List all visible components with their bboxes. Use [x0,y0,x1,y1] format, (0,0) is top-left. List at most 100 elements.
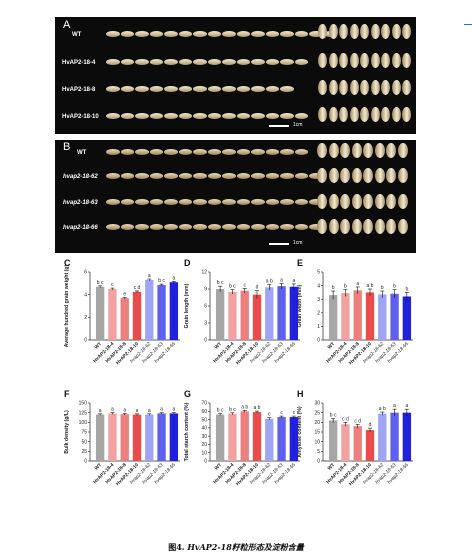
chart-f: F Bulk density (g/L) 0 25 50 75 100 125 150 a WT a… [58,389,184,529]
chart-g-svg: Total starch content (%) 0 10 20 30 40 50 60 70 b… [184,401,300,487]
chart-g-ytick-label-1: 10 [201,450,207,456]
chart-d-bar-4 [265,287,274,340]
chart-e-sig-letter-3: a b [367,283,374,289]
panel-a-letter: A [63,19,71,31]
chart-f-bar-1 [108,413,117,461]
chart-g-ytick-label-7: 70 [201,401,207,407]
chart-f-bar-2 [120,414,129,461]
chart-c-sig-letter-0: b c [97,280,104,286]
chart-h-bar-3 [365,430,375,461]
chart-c-bar-0 [95,286,105,340]
chart-g-bar-0 [215,414,225,461]
panel-b-scale-text: 1cm [293,240,303,246]
chart-d-ylabel: Grain length (mm) [184,283,190,328]
chart-c-bar-4 [145,279,154,340]
chart-d-sig-letter-1: b c [229,284,236,290]
chart-e-bar-1 [341,293,350,340]
chart-h-bar-5 [390,412,399,461]
chart-e-bar-4 [378,294,387,340]
chart-g-bar-4 [265,418,274,461]
chart-g-ylabel: Total starch content (%) [184,402,190,461]
chart-h-xtick-label-0: WT [327,462,337,472]
chart-f-sig-letter-0: a [99,408,102,414]
panel-a-grain-row-4 [106,113,308,119]
chart-g-ytick-label-4: 40 [201,426,207,432]
chart-d-letter: D [184,258,191,268]
figure-caption-text: HvAP2-18籽粒形态及淀粉含量 [184,542,304,552]
chart-f-bar-6 [169,413,179,461]
chart-g-ytick-label-3: 30 [201,434,207,440]
chart-d-sig-letter-4: a b [266,278,273,284]
figure-caption: 图4. HvAP2-18籽粒形态及淀粉含量 [0,542,472,553]
panel-a-grain-row-2 [106,59,308,65]
chart-f-ytick-label-3: 75 [81,430,87,436]
panel-b-seed-row-1 [317,143,408,158]
panel-a-scale-bar [269,125,289,127]
chart-c-ylabel: Average hundred grain weight (g) [64,264,70,347]
chart-d-ytick-label-3: 9 [204,287,207,293]
chart-f-letter: F [64,389,70,399]
chart-h-ytick-label-2: 10 [314,439,320,445]
chart-f-sig-letter-3: a [136,408,139,414]
chart-h-bar-1 [341,424,350,461]
chart-h-sig-letter-0: b c [330,412,337,418]
panel-a-seed-row-2 [318,53,411,68]
chart-d-sig-letter-5: a [280,277,283,283]
panel-b-grain-row-4 [106,224,323,230]
panel-b-seed-row-4 [317,219,408,234]
chart-f-sig-letter-2: a [123,407,126,413]
page-edge-mark [464,24,472,25]
chart-h-sig-letter-5: a [393,403,396,409]
chart-d-sig-letter-0: b c [217,280,224,286]
chart-f-bar-3 [132,414,142,461]
chart-c-sig-letter-6: a [172,275,175,281]
chart-c-ytick-label-0: 0 [84,338,87,344]
figure-caption-label: 图4. [168,542,185,552]
chart-f-ytick-label-6: 150 [79,401,88,407]
chart-g-ytick-label-5: 50 [201,417,207,423]
panel-b-row-label-4: hvap2-18-66 [63,225,98,231]
chart-c-sig-letter-3: c d [134,285,141,291]
chart-e-bar-6 [402,296,412,340]
chart-h-sig-letter-4: a b [379,406,386,412]
panel-a-row-label-2: HvAP2-18-4 [62,60,96,66]
chart-c-bar-6 [169,282,179,340]
chart-e-sig-letter-5: b [393,284,396,290]
panel-a-seed-row-1 [318,24,411,39]
chart-c-svg: Average hundred grain weight (g) 0 2 4 6 b c W… [64,264,180,366]
chart-f-bar-4 [145,414,154,461]
chart-e-sig-letter-6: b [405,286,408,292]
chart-f-sig-letter-1: a [111,407,114,413]
chart-d-sig-letter-6: a [292,278,295,284]
chart-d-bar-6 [289,286,299,340]
panel-a-grain-row-3 [106,86,294,92]
panel-a-photo: A WT HvAP2-18-4 HvAP2-18-8 HvAP2-18-10 1… [55,17,416,134]
chart-c-sig-letter-5: b c [158,278,165,284]
chart-c-ytick-label-2: 4 [84,292,87,298]
chart-f-ytick-label-1: 25 [81,449,87,455]
chart-g-sig-letter-4: c [268,412,271,418]
chart-f-svg: Bulk density (g/L)0255075100125150aWTaHv… [64,401,180,487]
chart-e-sig-letter-4: b [381,285,384,291]
chart-h-bar-6 [402,412,412,461]
panel-b-row-label-2: hvap2-18-62 [63,174,98,180]
chart-h-ylabel: Amylose content (%) [297,406,303,458]
chart-g-sig-letter-2: a b [241,404,248,410]
chart-f-sig-letter-4: a [148,408,151,414]
chart-g-sig-letter-5: c [280,410,283,416]
chart-c-letter: C [64,258,71,268]
panel-a-row-label-1: WT [72,32,82,38]
chart-e-ytick-label-3: 3 [317,297,320,303]
chart-h: H Amylose content (%) 0 5 10 15 20 25 30 b c WT c … [291,389,417,529]
chart-e-bar-3 [365,292,375,340]
chart-f-ytick-label-4: 100 [79,420,88,426]
chart-c-bar-5 [157,285,166,340]
chart-g-bar-3 [252,412,262,461]
panel-b-grain-row-3 [106,199,323,205]
chart-f-sig-letter-5: a [160,407,163,413]
chart-f-ytick-label-2: 50 [81,439,87,445]
chart-g-ytick-label-6: 60 [201,409,207,415]
chart-f-bar-5 [157,413,166,461]
chart-g-sig-letter-3: a b [254,405,261,411]
